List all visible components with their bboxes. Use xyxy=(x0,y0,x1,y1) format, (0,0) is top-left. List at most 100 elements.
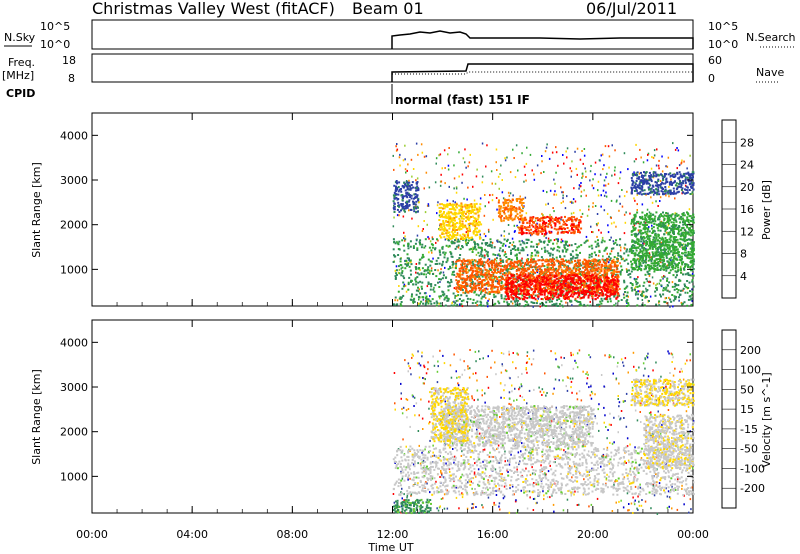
echo-cell xyxy=(530,252,533,254)
echo-cell xyxy=(667,224,670,227)
echo-cell xyxy=(481,242,484,245)
echo-cell xyxy=(471,272,474,275)
echo-cell xyxy=(685,188,688,191)
echo-cell xyxy=(428,237,430,240)
echo-cell xyxy=(430,260,433,263)
echo-cell xyxy=(644,174,647,177)
echo-cell xyxy=(676,167,678,170)
echo-cell xyxy=(545,236,547,239)
echo-cell xyxy=(638,265,641,268)
echo-cell xyxy=(441,207,444,210)
echo-cell xyxy=(543,286,546,289)
echo-cell xyxy=(625,286,628,289)
echo-cell xyxy=(567,291,570,293)
echo-cell xyxy=(610,272,613,275)
echo-cell xyxy=(499,270,502,272)
echo-cell xyxy=(491,277,493,279)
echo-cell xyxy=(461,220,464,223)
echo-cell xyxy=(588,294,591,297)
echo-cell xyxy=(574,219,577,222)
echo-cell xyxy=(543,281,546,284)
echo-cell xyxy=(395,145,397,148)
echo-cell xyxy=(501,273,504,276)
echo-cell xyxy=(584,262,587,265)
echo-cell xyxy=(534,298,537,301)
echo-cell xyxy=(507,268,510,271)
echo-cell xyxy=(668,266,671,269)
echo-cell xyxy=(452,266,454,269)
echo-cell xyxy=(471,302,474,305)
echo-cell xyxy=(466,271,469,274)
echo-cell xyxy=(465,282,468,285)
echo-cell xyxy=(503,202,506,205)
echo-cell xyxy=(626,291,629,294)
echo-cell xyxy=(574,272,576,275)
echo-cell xyxy=(556,270,559,273)
echo-cell xyxy=(600,241,603,244)
echo-cell xyxy=(393,240,396,243)
echo-cell xyxy=(540,298,543,300)
echo-cell xyxy=(447,299,450,302)
echo-cell xyxy=(509,263,512,266)
echo-cell xyxy=(505,215,508,218)
echo-cell xyxy=(688,281,691,284)
echo-cell xyxy=(549,285,552,288)
echo-cell xyxy=(474,267,477,270)
echo-cell xyxy=(571,274,574,277)
echo-cell xyxy=(435,304,438,307)
echo-cell xyxy=(607,280,610,283)
echo-cell xyxy=(661,261,664,264)
echo-cell xyxy=(497,290,500,293)
echo-cell xyxy=(562,200,564,203)
echo-cell xyxy=(534,249,537,252)
echo-cell xyxy=(559,284,562,287)
echo-cell xyxy=(645,248,647,250)
echo-cell xyxy=(547,263,550,266)
echo-cell xyxy=(571,260,574,263)
echo-cell xyxy=(549,298,552,301)
echo-cell xyxy=(553,268,556,271)
echo-cell xyxy=(535,276,538,279)
echo-cell xyxy=(554,274,557,277)
echo-cell xyxy=(605,191,607,194)
echo-cell xyxy=(443,293,446,296)
echo-cell xyxy=(596,290,599,293)
echo-cell xyxy=(432,273,434,275)
echo-cell xyxy=(442,232,445,235)
echo-cell xyxy=(538,274,541,276)
echo-cell xyxy=(481,285,484,288)
echo-cell xyxy=(425,273,427,276)
echo-cell xyxy=(416,247,419,250)
echo-cell xyxy=(528,296,531,299)
echo-cell xyxy=(661,170,664,173)
echo-cell xyxy=(662,177,665,180)
echo-cell xyxy=(554,282,557,285)
echo-cell xyxy=(501,250,504,253)
echo-cell xyxy=(509,285,512,288)
echo-cell xyxy=(635,158,637,161)
echo-cell xyxy=(557,219,560,222)
echo-cell xyxy=(672,274,675,277)
echo-cell xyxy=(475,284,478,287)
echo-cell xyxy=(554,224,557,227)
echo-cell xyxy=(616,296,619,299)
echo-cell xyxy=(395,274,398,276)
echo-cell xyxy=(601,239,604,242)
echo-cell xyxy=(474,225,477,228)
echo-cell xyxy=(399,164,401,167)
echo-cell xyxy=(408,276,411,279)
echo-cell xyxy=(594,298,597,301)
echo-cell xyxy=(472,248,475,251)
echo-cell xyxy=(669,172,672,175)
echo-cell xyxy=(627,262,630,265)
echo-cell xyxy=(487,258,490,261)
echo-cell xyxy=(542,214,544,217)
echo-cell xyxy=(568,271,571,274)
echo-cell xyxy=(560,227,563,230)
echo-cell xyxy=(626,294,629,297)
echo-cell xyxy=(429,260,432,263)
echo-cell xyxy=(581,176,583,179)
echo-cell xyxy=(573,267,576,270)
echo-cell xyxy=(419,243,422,246)
echo-cell xyxy=(503,254,506,257)
